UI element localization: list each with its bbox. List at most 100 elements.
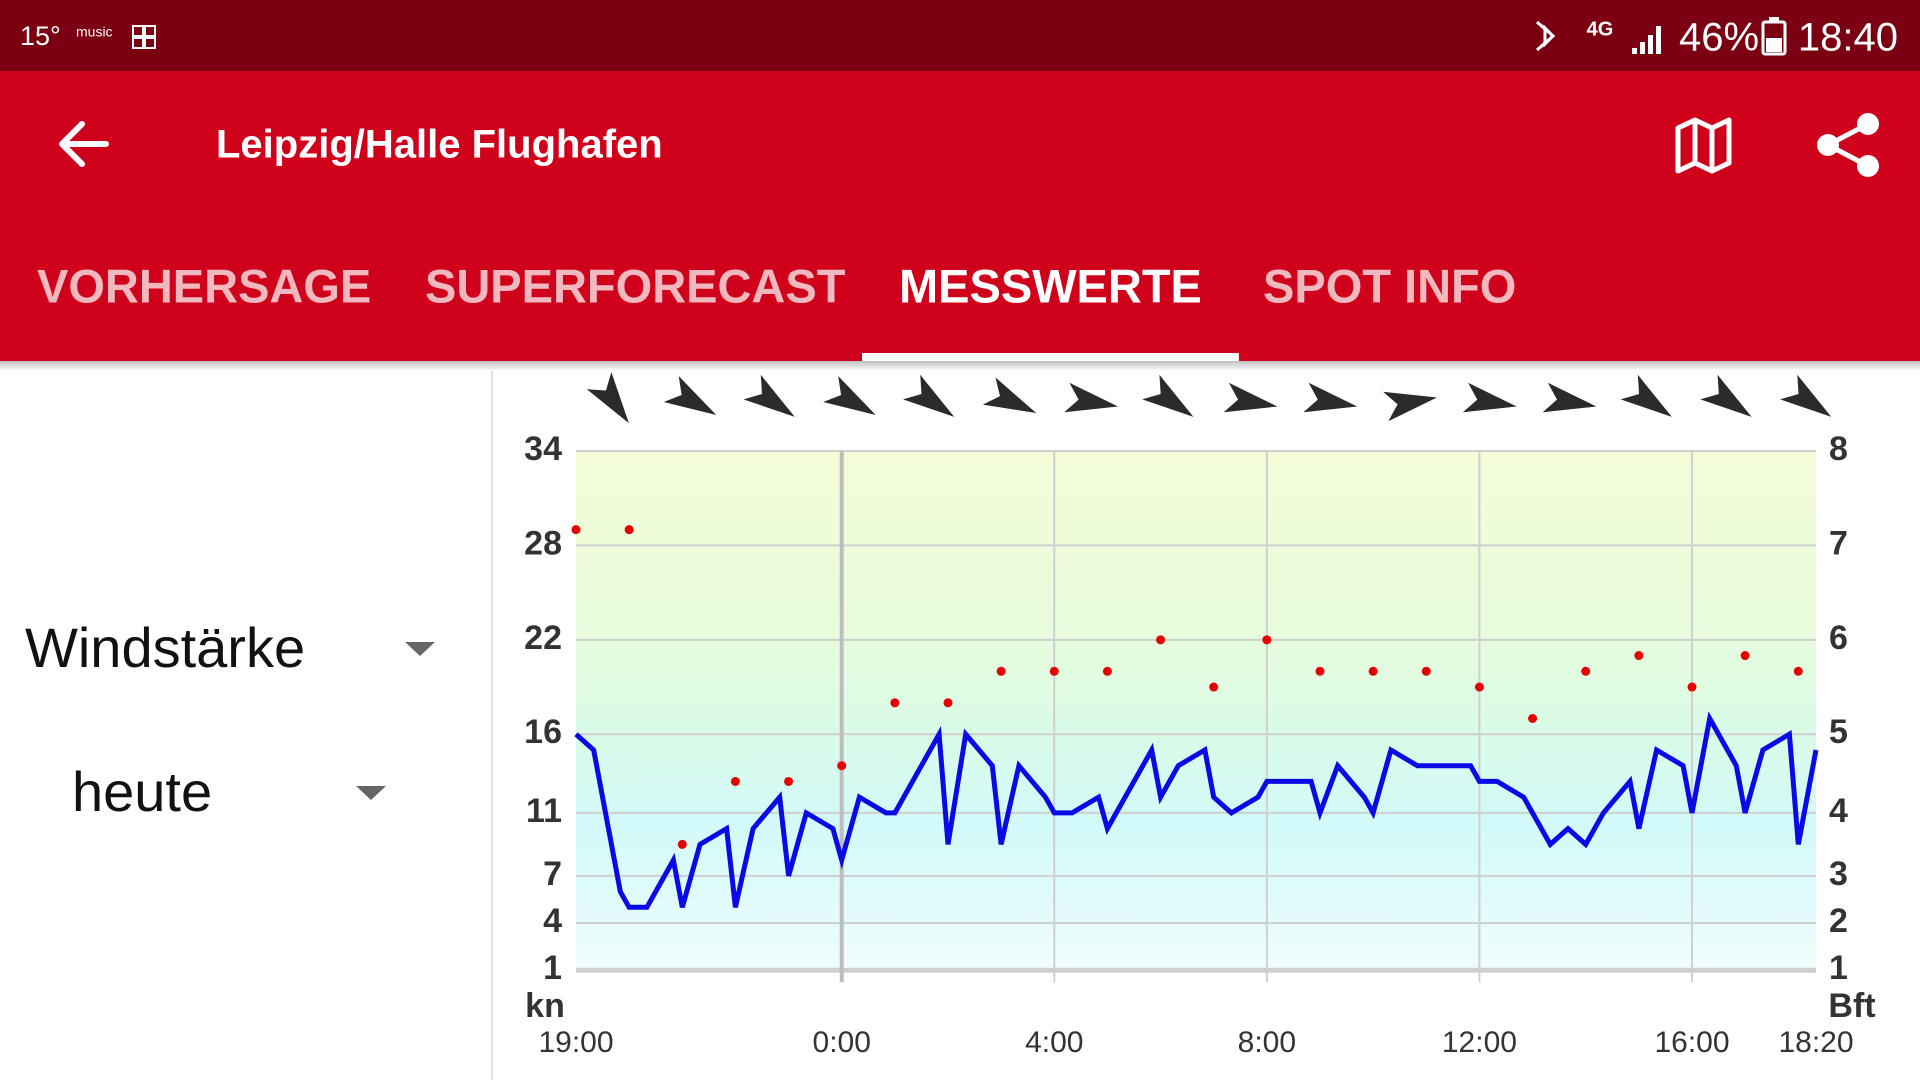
wind-direction-arrow (1700, 374, 1752, 417)
gust-dot (1156, 635, 1166, 645)
y-axis-unit: kn (525, 987, 565, 1025)
tab-indicator (862, 353, 1239, 361)
y-tick-label: 4 (543, 902, 562, 940)
y2-tick-label: 1 (1829, 949, 1848, 987)
clock: 18:40 (1798, 16, 1898, 60)
tab[interactable]: SPOT INFO (1263, 259, 1516, 312)
tab[interactable]: SUPERFORECAST (425, 259, 846, 312)
y2-tick-label: 7 (1829, 524, 1848, 562)
gust-dot (1368, 666, 1378, 676)
map-button[interactable] (1675, 117, 1732, 174)
x-tick-label: 12:00 (1442, 1026, 1517, 1059)
gust-dot (996, 666, 1006, 676)
signal-icon (1632, 26, 1661, 54)
y2-tick-label: 3 (1829, 855, 1848, 893)
wind-direction-arrow (1462, 382, 1517, 413)
y2-tick-label: 4 (1829, 792, 1848, 830)
tab[interactable]: VORHERSAGE (37, 259, 371, 312)
wind-direction-arrow (1064, 382, 1119, 413)
period-dropdown[interactable]: heute (72, 760, 386, 823)
gust-dot (784, 776, 794, 786)
gust-dot (1049, 666, 1059, 676)
x-tick-label: 19:00 (538, 1026, 613, 1059)
period-label: heute (72, 760, 212, 823)
y-tick-label: 11 (526, 792, 562, 830)
x-tick-label: 8:00 (1238, 1026, 1296, 1059)
tab-label: MESSWERTE (899, 259, 1202, 312)
y-tick-label: 34 (524, 430, 562, 468)
x-tick-label: 16:00 (1654, 1026, 1729, 1059)
wind-direction-arrow (823, 376, 876, 415)
gust-dot (1581, 666, 1591, 676)
gust-dot (1262, 635, 1272, 645)
y2-tick-label: 8 (1829, 430, 1848, 468)
parameter-dropdown[interactable]: Windstärke (25, 616, 435, 679)
gust-dot (1634, 651, 1644, 661)
tab[interactable]: MESSWERTE (862, 259, 1239, 361)
app-title: Leipzig/Halle Flughafen (216, 123, 663, 167)
gust-dot (1102, 666, 1112, 676)
tab-label: SUPERFORECAST (425, 259, 846, 312)
network-type: 4G (1587, 18, 1614, 40)
wind-direction-arrow (1303, 382, 1358, 413)
gust-dot (1474, 682, 1484, 692)
y-tick-label: 1 (543, 949, 562, 987)
y2-axis-unit: Bft (1828, 987, 1875, 1025)
music-label: music (76, 24, 113, 40)
parameter-label: Windstärke (25, 616, 305, 679)
tab-label: SPOT INFO (1263, 259, 1516, 312)
gust-dot (1687, 682, 1697, 692)
gust-dot (1793, 666, 1803, 676)
y-tick-label: 28 (524, 524, 562, 562)
plot-background (576, 451, 1816, 971)
wind-direction-arrow (1223, 382, 1278, 413)
wind-direction-arrow (1542, 382, 1597, 413)
y-tick-label: 22 (524, 619, 562, 657)
wind-direction-arrow (1780, 374, 1832, 417)
battery-level: 46% (1679, 16, 1759, 60)
app-bar-shadow (0, 361, 1920, 371)
tab-bar: VORHERSAGE SUPERFORECAST MESSWERTE SPOT INF… (37, 259, 1516, 361)
y2-tick-label: 5 (1829, 713, 1848, 751)
gust-dot (677, 839, 687, 849)
y-tick-label: 16 (524, 713, 562, 751)
gust-dot (1528, 714, 1538, 723)
tab-label: VORHERSAGE (37, 259, 371, 312)
wind-direction-arrow (663, 376, 717, 415)
gust-dot (890, 698, 900, 708)
wind-line (574, 711, 1819, 910)
wind-direction-arrow (903, 374, 955, 417)
app-bar (0, 71, 1920, 361)
wind-direction-arrow (1383, 391, 1437, 422)
gust-dot (943, 698, 953, 708)
x-tick-label: 4:00 (1025, 1026, 1083, 1059)
wind-direction-arrow (1142, 374, 1194, 417)
gust-dot (1315, 666, 1325, 676)
x-tick-label: 0:00 (813, 1026, 871, 1059)
gust-dot (1421, 666, 1431, 676)
wind-direction-arrow (586, 372, 629, 424)
share-button[interactable] (1817, 113, 1879, 177)
y2-tick-label: 6 (1829, 619, 1848, 657)
temperature: 15° (20, 21, 61, 51)
gust-dot (1209, 682, 1219, 692)
wind-direction-arrow (982, 377, 1037, 413)
gust-dot (624, 525, 634, 535)
status-bar (0, 0, 1920, 71)
x-tick-label: 18:20 (1778, 1026, 1853, 1059)
status-icon (132, 20, 1556, 52)
gust-dot (1740, 651, 1750, 661)
wind-direction-arrow (1620, 374, 1672, 417)
y-tick-label: 7 (543, 855, 562, 893)
wind-direction-arrow (743, 374, 795, 417)
gust-dot (837, 761, 847, 771)
back-button[interactable] (59, 121, 109, 167)
gust-dot (571, 525, 581, 535)
dropdown-arrow (356, 786, 386, 800)
gust-dot (730, 776, 740, 786)
dropdown-arrow (405, 642, 435, 656)
battery-icon (1761, 17, 1787, 56)
